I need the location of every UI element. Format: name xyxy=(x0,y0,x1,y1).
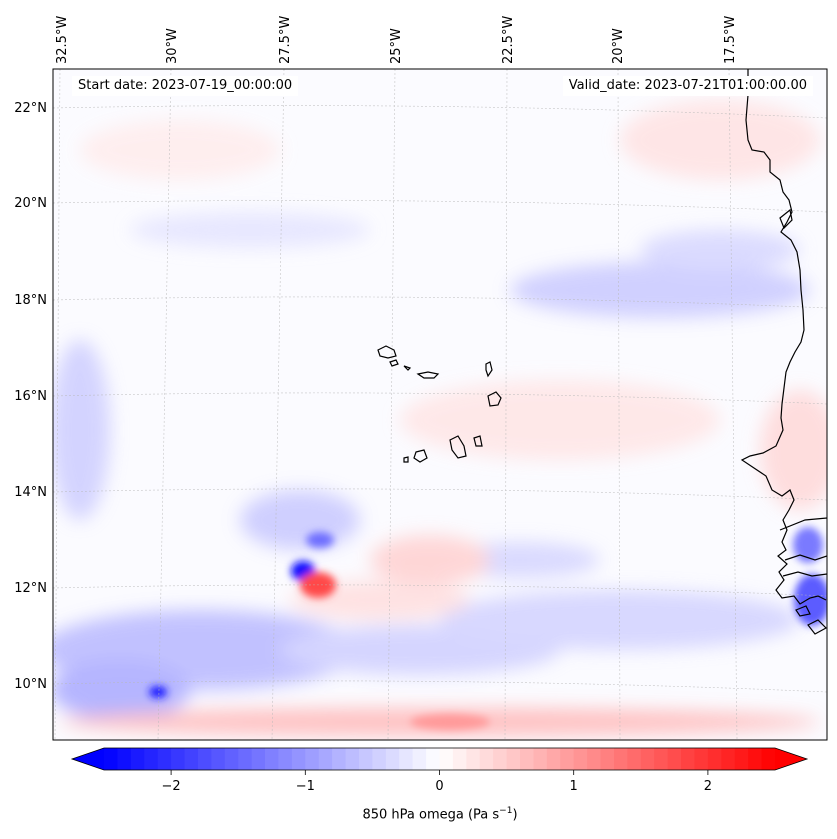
lon-label: 25°W xyxy=(389,28,404,64)
island-boa-vista xyxy=(487,391,502,407)
colorbar-segment xyxy=(238,748,253,770)
colorbar-outline xyxy=(70,747,809,771)
colorbar-segment xyxy=(640,748,655,770)
colorbar: −2 −1 0 1 2 xyxy=(70,747,809,794)
colorbar-segment xyxy=(144,748,159,770)
valid-date-label: Valid_date: 2023-07-21T01:00:00.00 xyxy=(562,76,813,96)
colorbar-segment xyxy=(520,748,535,770)
colorbar-segment xyxy=(171,748,186,770)
colorbar-segment xyxy=(372,748,387,770)
colorbar-extend-low xyxy=(72,748,104,770)
colorbar-segment xyxy=(466,748,481,770)
lat-label: 10°N xyxy=(14,677,47,692)
lat-label: 14°N xyxy=(14,485,47,500)
colorbar-title: 850 hPa omega (Pa s−1) xyxy=(0,806,837,822)
colorbar-segment xyxy=(707,748,722,770)
lat-label: 12°N xyxy=(14,581,47,596)
island-brava xyxy=(403,456,409,463)
latitude-labels: 22°N 20°N 18°N 16°N 14°N 12°N 10°N xyxy=(14,101,47,692)
lat-label: 18°N xyxy=(14,293,47,308)
colorbar-tick-label: 0 xyxy=(435,779,443,794)
colorbar-title-exponent: −1 xyxy=(499,806,513,816)
colorbar-segment xyxy=(613,748,628,770)
colorbar-segment xyxy=(506,748,521,770)
colorbar-segment xyxy=(426,748,441,770)
colorbar-segment xyxy=(439,748,454,770)
africa-coastline xyxy=(740,69,827,605)
colorbar-segment xyxy=(452,748,467,770)
longitude-labels: 32.5°W 30°W 27.5°W 25°W 22.5°W 20°W 17.5… xyxy=(55,16,738,64)
colorbar-segment xyxy=(117,748,132,770)
colorbar-tick-label: −1 xyxy=(296,779,315,794)
colorbar-segment xyxy=(412,748,427,770)
colorbar-segment xyxy=(694,748,709,770)
colorbar-title-suffix: ) xyxy=(512,807,518,823)
colorbar-tick-label: −2 xyxy=(162,779,181,794)
lon-label: 20°W xyxy=(611,28,626,64)
colorbar-segment xyxy=(305,748,320,770)
lat-label: 16°N xyxy=(14,389,47,404)
map-panel xyxy=(52,68,828,741)
colorbar-segment xyxy=(721,748,736,770)
lon-label: 27.5°W xyxy=(278,16,293,64)
island-sao-vicente xyxy=(389,359,399,367)
island-sao-nicolau xyxy=(416,371,440,379)
island-santiago xyxy=(449,435,467,459)
colorbar-segment xyxy=(385,748,400,770)
island-fogo xyxy=(413,449,428,463)
colorbar-segments xyxy=(104,748,776,770)
lon-label: 32.5°W xyxy=(55,16,70,64)
lon-label: 17.5°W xyxy=(723,16,738,64)
colorbar-segment xyxy=(278,748,293,770)
start-date-label: Start date: 2023-07-19_00:00:00 xyxy=(72,76,299,96)
colorbar-segment xyxy=(493,748,508,770)
colorbar-tick-label: 2 xyxy=(704,779,712,794)
island-santo-antao xyxy=(377,345,397,359)
colorbar-ticks: −2 −1 0 1 2 xyxy=(162,770,712,794)
colorbar-segment xyxy=(211,748,226,770)
colorbar-segment xyxy=(332,748,347,770)
colorbar-segment xyxy=(560,748,575,770)
lon-label: 22.5°W xyxy=(501,16,516,64)
colorbar-segment xyxy=(318,748,333,770)
colorbar-segment xyxy=(251,748,266,770)
map-frame xyxy=(52,68,828,741)
colorbar-segment xyxy=(184,748,199,770)
island-santa-luzia xyxy=(403,365,412,371)
lat-label: 22°N xyxy=(14,101,47,116)
colorbar-segment xyxy=(681,748,696,770)
colorbar-extend-high xyxy=(775,748,807,770)
colorbar-segment xyxy=(587,748,602,770)
colorbar-segment xyxy=(627,748,642,770)
colorbar-segment xyxy=(533,748,548,770)
cape-verde-islands xyxy=(377,345,502,463)
colorbar-segment xyxy=(399,748,414,770)
colorbar-tick-label: 1 xyxy=(570,779,578,794)
colorbar-segment xyxy=(654,748,669,770)
colorbar-title-text: 850 hPa omega (Pa s xyxy=(362,807,500,823)
island-maio xyxy=(473,435,483,447)
colorbar-segment xyxy=(546,748,561,770)
colorbar-segment xyxy=(600,748,615,770)
colorbar-segment xyxy=(130,748,145,770)
colorbar-segment xyxy=(104,748,119,770)
colorbar-segment xyxy=(573,748,588,770)
colorbar-segment xyxy=(479,748,494,770)
lon-label: 30°W xyxy=(165,28,180,64)
colorbar-segment xyxy=(157,748,172,770)
coastlines xyxy=(740,69,827,635)
omega-field xyxy=(53,100,827,736)
island-sal xyxy=(485,361,493,378)
colorbar-segment xyxy=(265,748,280,770)
colorbar-segment xyxy=(224,748,239,770)
colorbar-segment xyxy=(291,748,306,770)
colorbar-segment xyxy=(734,748,749,770)
lat-label: 20°N xyxy=(14,196,47,211)
colorbar-segment xyxy=(197,748,212,770)
colorbar-segment xyxy=(358,748,373,770)
colorbar-segment xyxy=(667,748,682,770)
colorbar-segment xyxy=(761,748,776,770)
colorbar-segment xyxy=(345,748,360,770)
colorbar-segment xyxy=(748,748,763,770)
